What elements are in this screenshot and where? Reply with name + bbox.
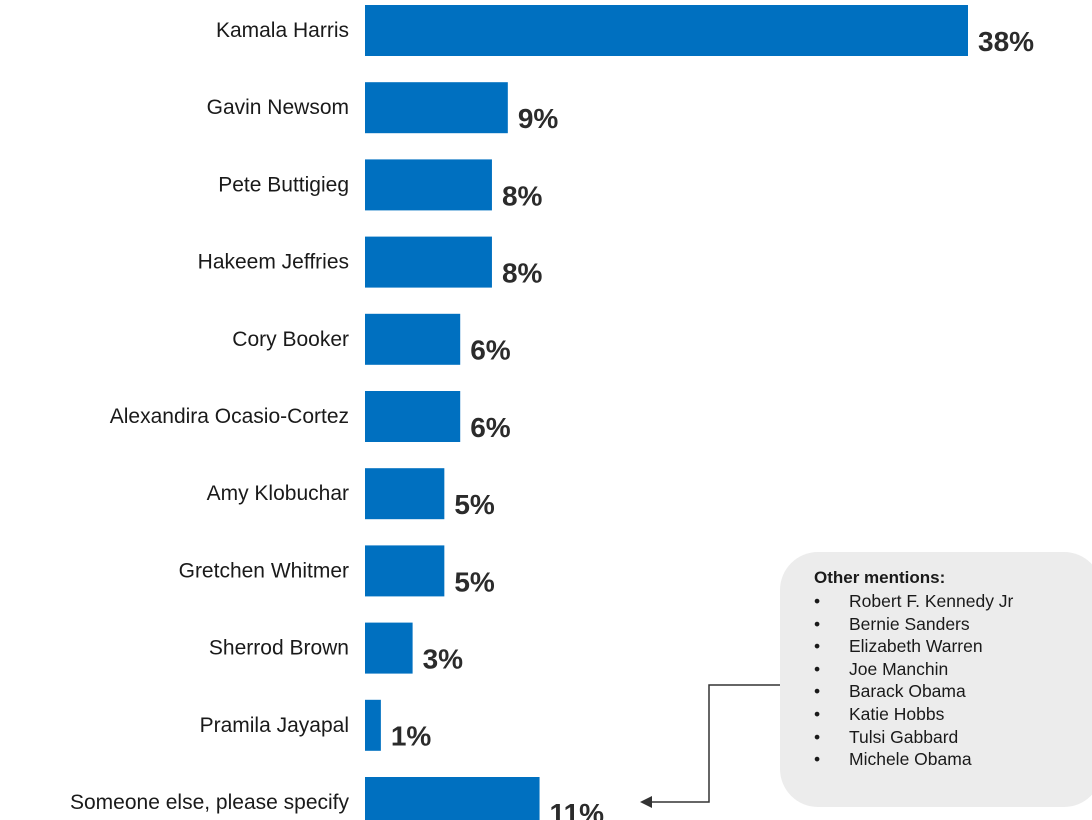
bar bbox=[365, 391, 461, 442]
other-mention-item: Bernie Sanders bbox=[814, 613, 1092, 636]
bar bbox=[365, 236, 492, 288]
bar bbox=[365, 622, 413, 674]
other-mention-item: Katie Hobbs bbox=[814, 703, 1092, 726]
category-label: Gretchen Whitmer bbox=[179, 559, 349, 582]
other-mention-item: Tulsi Gabbard bbox=[814, 726, 1092, 749]
category-label: Cory Booker bbox=[232, 328, 349, 351]
category-label: Pramila Jayapal bbox=[200, 714, 349, 737]
category-label: Amy Klobuchar bbox=[207, 482, 349, 505]
value-label: 8% bbox=[502, 180, 543, 211]
value-label: 6% bbox=[470, 335, 511, 366]
bar bbox=[365, 5, 968, 56]
category-label: Gavin Newsom bbox=[207, 96, 349, 119]
other-mention-item: Michele Obama bbox=[814, 748, 1092, 771]
bar bbox=[365, 699, 381, 751]
bar bbox=[365, 159, 492, 211]
bar bbox=[365, 82, 508, 134]
category-label: Hakeem Jeffries bbox=[198, 251, 349, 274]
value-label: 8% bbox=[502, 257, 543, 288]
other-mention-item: Barack Obama bbox=[814, 680, 1092, 703]
bars-group: Kamala Harris 38% Gavin Newsom 9% Pete Butti… bbox=[70, 5, 1034, 820]
value-label: 1% bbox=[391, 721, 432, 752]
bar bbox=[365, 468, 445, 520]
value-label: 9% bbox=[518, 103, 559, 134]
value-label: 6% bbox=[470, 412, 511, 443]
category-label: Sherrod Brown bbox=[209, 637, 349, 660]
value-label: 5% bbox=[454, 489, 495, 520]
other-mention-item: Joe Manchin bbox=[814, 658, 1092, 681]
bar bbox=[365, 545, 445, 597]
value-label: 38% bbox=[978, 26, 1034, 57]
other-mentions-list: Robert F. Kennedy JrBernie SandersElizab… bbox=[814, 590, 1092, 771]
other-mentions-box: Other mentions: Robert F. Kennedy JrBern… bbox=[780, 552, 1092, 807]
category-label: Someone else, please specify bbox=[70, 791, 349, 814]
value-label: 3% bbox=[423, 643, 464, 674]
other-mention-item: Robert F. Kennedy Jr bbox=[814, 590, 1092, 613]
category-label: Pete Buttigieg bbox=[218, 173, 349, 196]
value-label: 5% bbox=[454, 566, 495, 597]
bar bbox=[365, 313, 461, 365]
value-label: 11% bbox=[550, 798, 605, 820]
category-label: Alexandira Ocasio-Cortez bbox=[110, 405, 349, 428]
bar bbox=[365, 777, 540, 820]
category-label: Kamala Harris bbox=[216, 19, 349, 42]
other-mention-item: Elizabeth Warren bbox=[814, 635, 1092, 658]
other-mentions-title: Other mentions: bbox=[814, 568, 946, 587]
